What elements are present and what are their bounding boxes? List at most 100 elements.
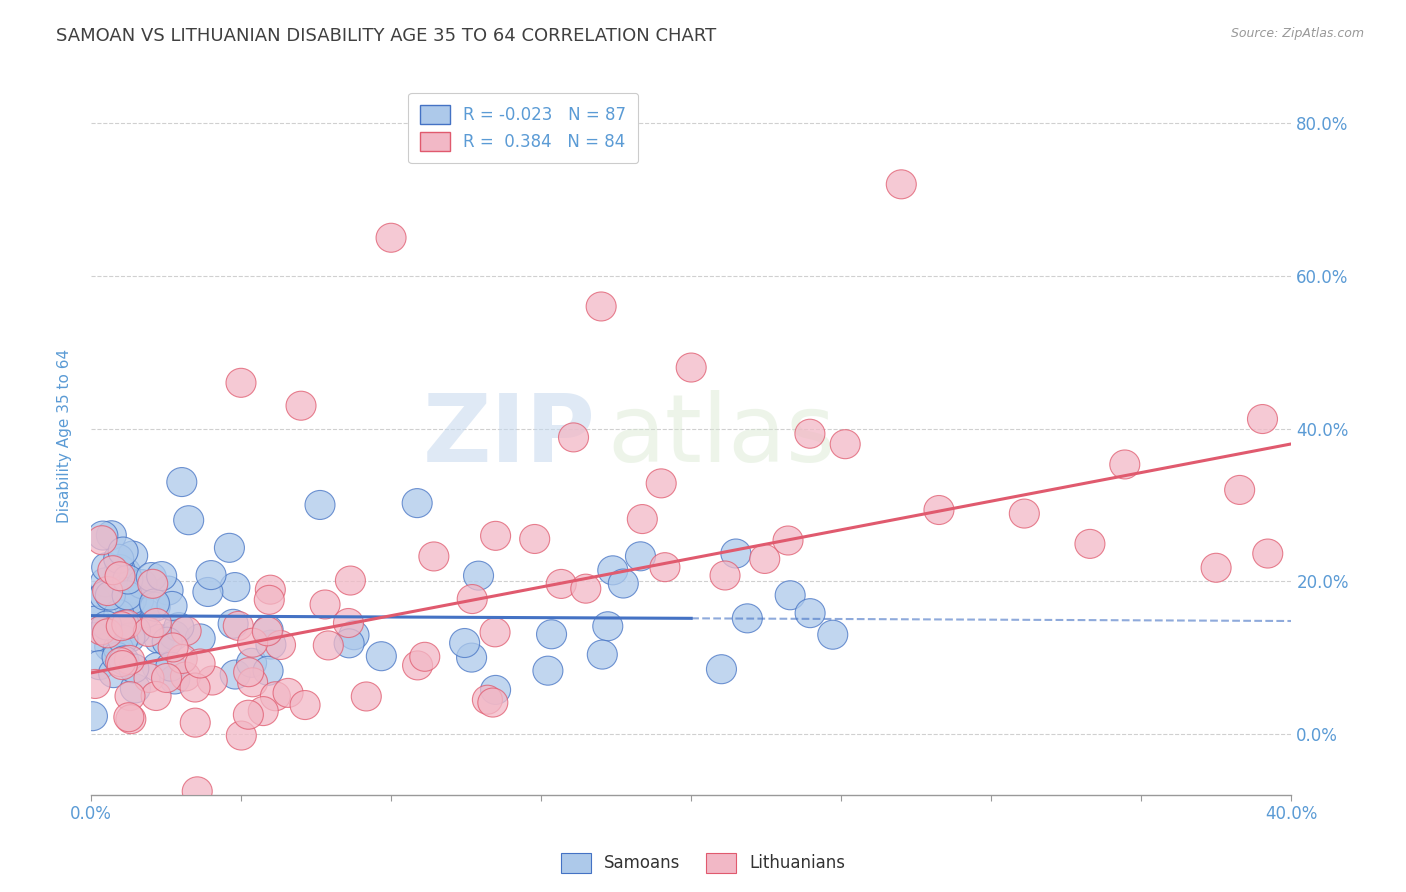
Ellipse shape [87, 525, 117, 555]
Ellipse shape [108, 625, 138, 654]
Ellipse shape [141, 681, 172, 711]
Ellipse shape [124, 585, 153, 615]
Ellipse shape [107, 612, 136, 640]
Ellipse shape [80, 606, 111, 635]
Ellipse shape [254, 585, 284, 615]
Ellipse shape [167, 644, 197, 673]
Ellipse shape [252, 617, 283, 646]
Ellipse shape [706, 655, 737, 683]
Ellipse shape [98, 556, 128, 585]
Ellipse shape [226, 721, 256, 750]
Ellipse shape [627, 505, 658, 533]
Ellipse shape [215, 533, 245, 562]
Ellipse shape [118, 541, 148, 570]
Ellipse shape [285, 392, 316, 420]
Ellipse shape [103, 642, 132, 672]
Ellipse shape [249, 697, 278, 725]
Ellipse shape [97, 521, 127, 549]
Ellipse shape [112, 581, 142, 610]
Ellipse shape [1253, 539, 1282, 568]
Ellipse shape [588, 640, 617, 669]
Text: Source: ZipAtlas.com: Source: ZipAtlas.com [1230, 27, 1364, 40]
Ellipse shape [115, 681, 145, 711]
Ellipse shape [481, 675, 510, 705]
Ellipse shape [547, 569, 576, 599]
Ellipse shape [402, 489, 432, 517]
Ellipse shape [479, 618, 510, 647]
Ellipse shape [609, 569, 638, 598]
Ellipse shape [233, 657, 264, 687]
Ellipse shape [537, 620, 567, 648]
Ellipse shape [90, 581, 120, 610]
Ellipse shape [90, 568, 121, 597]
Ellipse shape [145, 624, 174, 654]
Ellipse shape [172, 616, 201, 646]
Ellipse shape [146, 562, 177, 591]
Ellipse shape [105, 562, 135, 591]
Ellipse shape [290, 690, 321, 720]
Ellipse shape [131, 599, 162, 628]
Ellipse shape [1076, 529, 1105, 558]
Ellipse shape [86, 615, 117, 645]
Ellipse shape [112, 610, 142, 639]
Ellipse shape [336, 566, 366, 595]
Ellipse shape [80, 670, 110, 698]
Ellipse shape [773, 526, 803, 555]
Ellipse shape [112, 565, 143, 594]
Ellipse shape [221, 660, 250, 689]
Ellipse shape [104, 555, 135, 583]
Ellipse shape [236, 648, 267, 677]
Ellipse shape [218, 609, 247, 639]
Ellipse shape [314, 631, 343, 660]
Ellipse shape [256, 575, 285, 604]
Ellipse shape [139, 589, 169, 618]
Ellipse shape [775, 581, 806, 610]
Ellipse shape [104, 599, 134, 629]
Ellipse shape [157, 633, 188, 662]
Ellipse shape [120, 654, 149, 683]
Ellipse shape [84, 650, 114, 680]
Ellipse shape [103, 634, 134, 663]
Ellipse shape [533, 657, 562, 685]
Ellipse shape [152, 627, 183, 657]
Ellipse shape [117, 585, 146, 615]
Ellipse shape [141, 608, 172, 638]
Ellipse shape [478, 688, 508, 717]
Ellipse shape [174, 506, 204, 534]
Ellipse shape [136, 563, 166, 591]
Ellipse shape [80, 623, 110, 651]
Ellipse shape [409, 642, 440, 672]
Ellipse shape [87, 796, 118, 825]
Ellipse shape [152, 664, 181, 692]
Ellipse shape [94, 632, 125, 661]
Text: SAMOAN VS LITHUANIAN DISABILITY AGE 35 TO 64 CORRELATION CHART: SAMOAN VS LITHUANIAN DISABILITY AGE 35 T… [56, 27, 717, 45]
Ellipse shape [142, 653, 173, 681]
Ellipse shape [710, 561, 740, 590]
Ellipse shape [114, 590, 143, 619]
Ellipse shape [375, 223, 406, 252]
Ellipse shape [112, 578, 142, 607]
Ellipse shape [520, 524, 550, 553]
Ellipse shape [818, 620, 848, 649]
Ellipse shape [170, 662, 201, 691]
Ellipse shape [352, 682, 381, 711]
Ellipse shape [464, 561, 494, 591]
Ellipse shape [138, 569, 167, 599]
Ellipse shape [115, 623, 145, 652]
Ellipse shape [367, 641, 396, 671]
Text: atlas: atlas [607, 391, 835, 483]
Ellipse shape [311, 590, 340, 619]
Ellipse shape [104, 544, 134, 574]
Ellipse shape [647, 469, 676, 498]
Ellipse shape [108, 537, 138, 566]
Ellipse shape [1201, 553, 1232, 582]
Ellipse shape [111, 558, 141, 587]
Ellipse shape [183, 777, 212, 805]
Ellipse shape [1010, 499, 1039, 528]
Ellipse shape [153, 576, 183, 605]
Ellipse shape [180, 708, 211, 737]
Ellipse shape [886, 169, 917, 199]
Ellipse shape [77, 702, 107, 731]
Ellipse shape [1247, 405, 1278, 434]
Ellipse shape [749, 544, 780, 574]
